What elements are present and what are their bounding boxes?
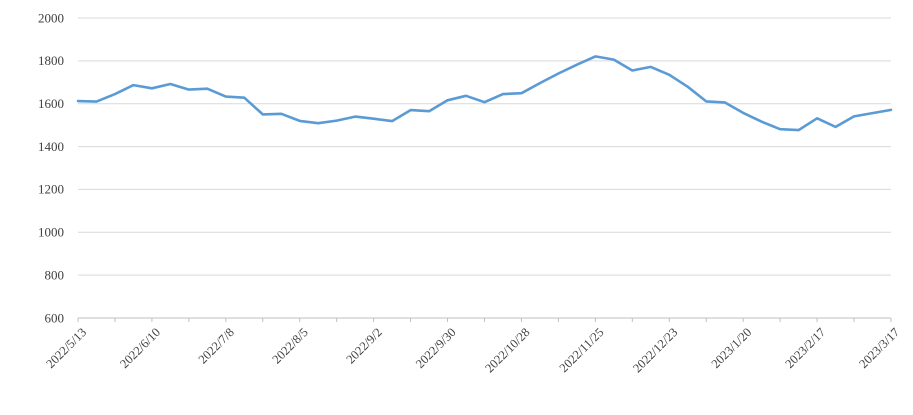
x-tick-label: 2022/11/25 <box>557 325 607 375</box>
y-tick-label: 1200 <box>38 182 64 197</box>
y-tick-label: 1000 <box>38 225 64 240</box>
x-tick-label: 2022/6/10 <box>117 325 163 371</box>
x-tick-label: 2022/7/8 <box>196 325 237 366</box>
x-tick-label: 2022/8/5 <box>270 325 311 366</box>
x-tick-label: 2022/9/2 <box>343 325 384 366</box>
series-line <box>76 55 893 132</box>
x-tick-label: 2023/3/17 <box>856 325 902 371</box>
y-tick-label: 600 <box>45 310 65 325</box>
y-tick-label: 1400 <box>38 139 64 154</box>
y-tick-label: 2000 <box>38 10 64 25</box>
x-tick-label: 2023/1/20 <box>709 325 755 371</box>
y-tick-label: 1800 <box>38 53 64 68</box>
y-tick-label: 1600 <box>38 96 64 111</box>
x-tick-label: 2022/5/13 <box>43 325 89 371</box>
x-tick-label: 2022/9/30 <box>413 325 459 371</box>
x-tick-label: 2022/12/23 <box>630 325 680 375</box>
y-tick-label: 800 <box>45 267 65 282</box>
x-tick-label: 2023/2/17 <box>782 325 828 371</box>
x-tick-label: 2022/10/28 <box>482 325 532 375</box>
